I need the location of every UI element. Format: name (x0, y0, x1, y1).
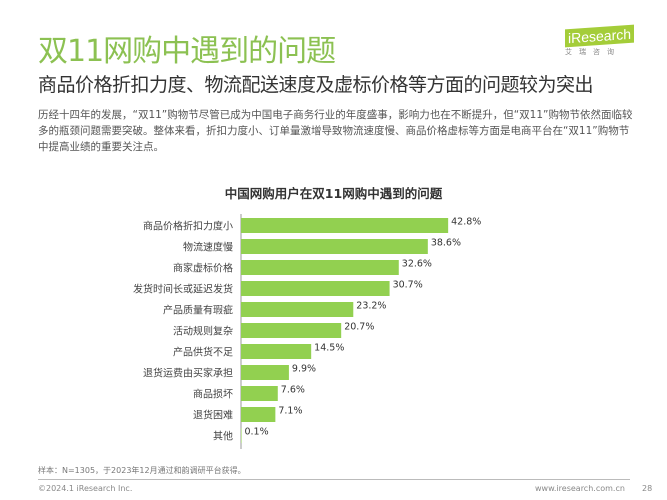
bar (241, 281, 390, 296)
value-label: 7.1% (278, 406, 302, 417)
copyright: ©2024.1 iResearch Inc. (38, 484, 133, 493)
category-label: 产品质量有瑕疵 (163, 304, 233, 317)
category-label: 发货时间长或延迟发货 (133, 283, 233, 296)
value-label: 0.1% (244, 427, 268, 438)
bar (241, 302, 354, 317)
bar (241, 239, 428, 254)
footer-divider (38, 479, 630, 480)
bar (241, 344, 312, 359)
bar (241, 386, 278, 401)
category-label: 商品损坏 (193, 388, 233, 401)
page-number: 28 (642, 484, 653, 493)
category-label: 商品价格折扣力度小 (143, 220, 233, 233)
category-label: 退货运费由买家承担 (143, 367, 233, 380)
summary-paragraph: 历经十四年的发展，“双11”购物节尽管已成为中国电子商务行业的年度盛事，影响力也… (38, 109, 633, 153)
page-title: 双11网购中遇到的问题 (38, 34, 336, 69)
value-label: 14.5% (314, 343, 344, 354)
value-label: 42.8% (451, 217, 481, 228)
value-label: 20.7% (344, 322, 374, 333)
value-label: 30.7% (393, 280, 423, 291)
bar (241, 428, 242, 443)
chart-title: 中国网购用户在双11网购中遇到的问题 (224, 186, 443, 201)
bar (241, 407, 276, 422)
iresearch-logo: iResearch 艾瑞咨询 (565, 24, 635, 57)
category-label: 物流速度慢 (183, 241, 233, 254)
page-subtitle: 商品价格折扣力度、物流配送速度及虚标价格等方面的问题较为突出 (38, 74, 594, 96)
value-label: 38.6% (431, 238, 461, 249)
category-label: 产品供货不足 (173, 346, 233, 359)
category-label: 退货困难 (193, 409, 233, 422)
bar (241, 323, 342, 338)
category-label: 其他 (213, 430, 233, 443)
website-url: www.iresearch.com.cn (535, 484, 625, 493)
bar (241, 218, 449, 233)
value-label: 23.2% (356, 301, 386, 312)
category-label: 活动规则复杂 (173, 325, 233, 338)
bar (241, 365, 289, 380)
value-label: 32.6% (402, 259, 432, 270)
category-label: 商家虚标价格 (173, 262, 233, 275)
value-label: 7.6% (281, 385, 305, 396)
value-label: 9.9% (292, 364, 316, 375)
sample-note: 样本：N=1305，于2023年12月通过和韵调研平台获得。 (38, 466, 246, 475)
bar (241, 260, 399, 275)
bar-chart: 商品价格折扣力度小 42.8% 物流速度慢 38.6% 商家虚标价格 32.6% 发货时间长… (133, 214, 481, 449)
